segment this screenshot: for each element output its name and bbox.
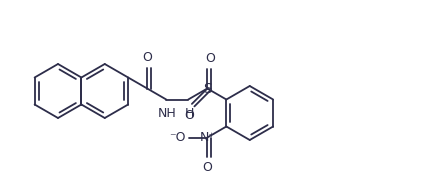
- Text: NH: NH: [158, 106, 177, 120]
- Text: ⁻O: ⁻O: [169, 131, 186, 144]
- Text: O: O: [203, 161, 212, 174]
- Text: O: O: [184, 109, 194, 122]
- Text: S: S: [203, 82, 212, 95]
- Text: H: H: [184, 106, 194, 120]
- Text: O: O: [142, 51, 152, 64]
- Text: N⁺: N⁺: [199, 131, 215, 144]
- Text: O: O: [206, 52, 215, 65]
